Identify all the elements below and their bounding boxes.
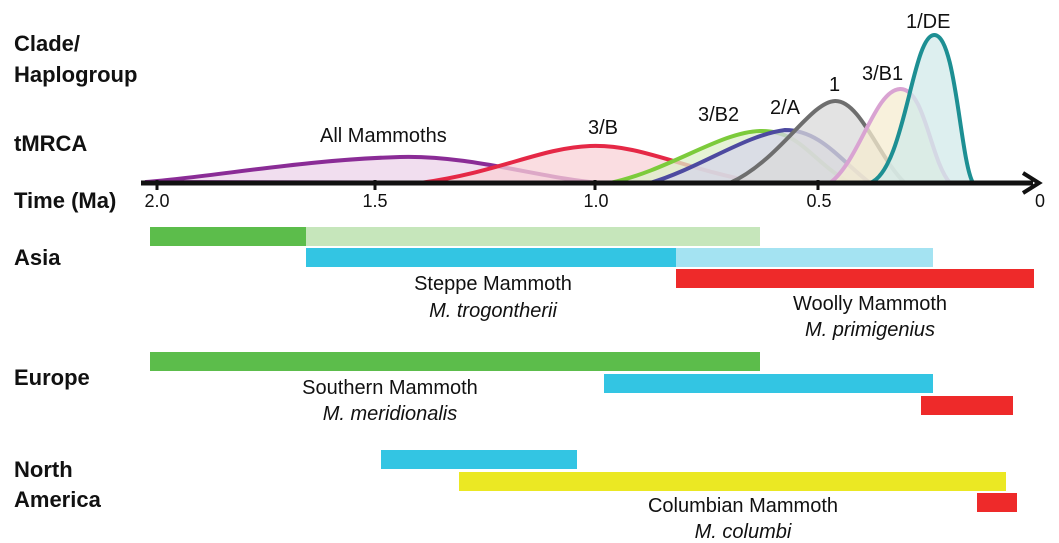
clade-label-1de: 1/DE bbox=[906, 11, 950, 33]
region-label-europe: Europe bbox=[14, 365, 90, 390]
southern-mammoth-species: M. meridionalis bbox=[323, 403, 457, 425]
clade-label-all-mammoths: All Mammoths bbox=[320, 125, 447, 147]
europe-steppe-bar bbox=[604, 374, 933, 393]
asia-woolly-bar bbox=[676, 269, 1034, 288]
region-label-north-america-line1: North bbox=[14, 457, 73, 482]
time-heading: Time (Ma) bbox=[14, 188, 116, 213]
woolly-mammoth-name: Woolly Mammoth bbox=[793, 293, 947, 315]
clade-labels: All Mammoths 3/B 3/B2 2/A 1 3/B1 1/DE bbox=[320, 11, 950, 147]
clade-label-3b: 3/B bbox=[588, 117, 618, 139]
curve-1de bbox=[868, 32, 975, 185]
steppe-mammoth-name: Steppe Mammoth bbox=[414, 273, 572, 295]
columbian-mammoth-species: M. columbi bbox=[695, 521, 792, 543]
clade-heading-line1: Clade/ bbox=[14, 31, 80, 56]
na-woolly-bar bbox=[977, 493, 1017, 512]
asia-steppe-bar bbox=[306, 248, 676, 267]
clade-label-1: 1 bbox=[829, 74, 840, 96]
species-labels: Steppe Mammoth M. trogontherii Woolly Ma… bbox=[302, 273, 947, 543]
na-steppe-bar bbox=[381, 450, 577, 469]
asia-southern-bar bbox=[150, 227, 306, 246]
europe-southern-bar bbox=[150, 352, 760, 371]
clade-heading-line2: Haplogroup bbox=[14, 62, 137, 87]
clade-label-3b1: 3/B1 bbox=[862, 63, 903, 85]
clade-label-2a: 2/A bbox=[770, 97, 801, 119]
tick-label-2.0: 2.0 bbox=[144, 191, 169, 211]
density-curves bbox=[144, 32, 975, 185]
tick-label-0: 0 bbox=[1035, 191, 1045, 211]
tick-label-0.5: 0.5 bbox=[806, 191, 831, 211]
asia-steppe-uncertain-bar bbox=[676, 248, 933, 267]
axis-arrow-icon bbox=[1021, 171, 1043, 195]
steppe-mammoth-species: M. trogontherii bbox=[429, 300, 557, 322]
time-axis: 2.0 1.5 1.0 0.5 0 bbox=[141, 171, 1045, 211]
woolly-mammoth-species: M. primigenius bbox=[805, 319, 935, 341]
row-labels: Clade/ Haplogroup tMRCA Time (Ma) Asia E… bbox=[14, 31, 137, 512]
tmrca-heading: tMRCA bbox=[14, 131, 87, 156]
asia-southern-uncertain-bar bbox=[306, 227, 760, 246]
tick-label-1.0: 1.0 bbox=[583, 191, 608, 211]
southern-mammoth-name: Southern Mammoth bbox=[302, 377, 478, 399]
europe-woolly-bar bbox=[921, 396, 1013, 415]
na-columbian-bar bbox=[459, 472, 1006, 491]
clade-label-3b2: 3/B2 bbox=[698, 104, 739, 126]
tick-label-1.5: 1.5 bbox=[362, 191, 387, 211]
region-label-north-america-line2: America bbox=[14, 487, 102, 512]
range-bars bbox=[150, 227, 1034, 512]
region-label-asia: Asia bbox=[14, 245, 61, 270]
columbian-mammoth-name: Columbian Mammoth bbox=[648, 495, 838, 517]
